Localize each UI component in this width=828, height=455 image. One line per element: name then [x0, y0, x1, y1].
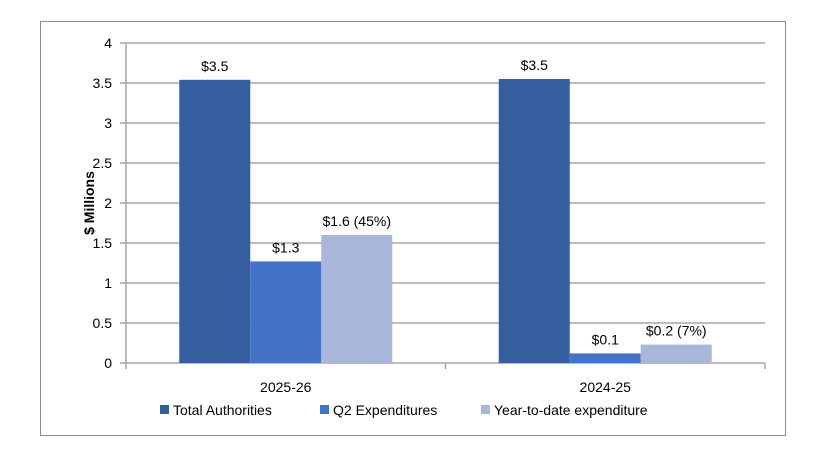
- y-tick-label: 3: [104, 115, 112, 131]
- legend-swatch: [481, 405, 490, 414]
- legend-label: Q2 Expenditures: [333, 402, 437, 418]
- y-tick-label: 3.5: [93, 75, 113, 91]
- y-tick-label: 1: [104, 275, 112, 291]
- data-label: $1.6 (45%): [323, 213, 391, 229]
- bar-year-to-date-expenditure: [321, 235, 393, 363]
- data-label: $0.2 (7%): [646, 323, 707, 339]
- legend-label: Total Authorities: [173, 402, 272, 418]
- y-tick-label: 4: [104, 35, 112, 51]
- bar-q2-expenditures: [569, 353, 641, 363]
- y-tick-label: 2: [104, 195, 112, 211]
- legend-swatch: [160, 405, 169, 414]
- legend-swatch: [320, 405, 329, 414]
- y-tick-label: 1.5: [93, 235, 113, 251]
- y-axis-label: $ Millions: [81, 171, 97, 235]
- y-tick-label: 0: [104, 355, 112, 371]
- data-label: $3.5: [521, 57, 548, 73]
- bar-total-authorities: [498, 79, 570, 363]
- legend-label: Year-to-date expenditure: [494, 402, 648, 418]
- x-tick-label: 2024-25: [580, 379, 632, 395]
- y-tick-label: 0.5: [93, 315, 113, 331]
- data-label: $0.1: [592, 331, 619, 347]
- data-label: $1.3: [272, 239, 299, 255]
- bar-q2-expenditures: [250, 261, 322, 363]
- bar-year-to-date-expenditure: [640, 344, 712, 363]
- bar-total-authorities: [179, 79, 251, 364]
- x-tick-label: 2025-26: [260, 379, 312, 395]
- y-tick-label: 2.5: [93, 155, 113, 171]
- data-label: $3.5: [201, 58, 228, 74]
- chart-frame: [40, 21, 786, 436]
